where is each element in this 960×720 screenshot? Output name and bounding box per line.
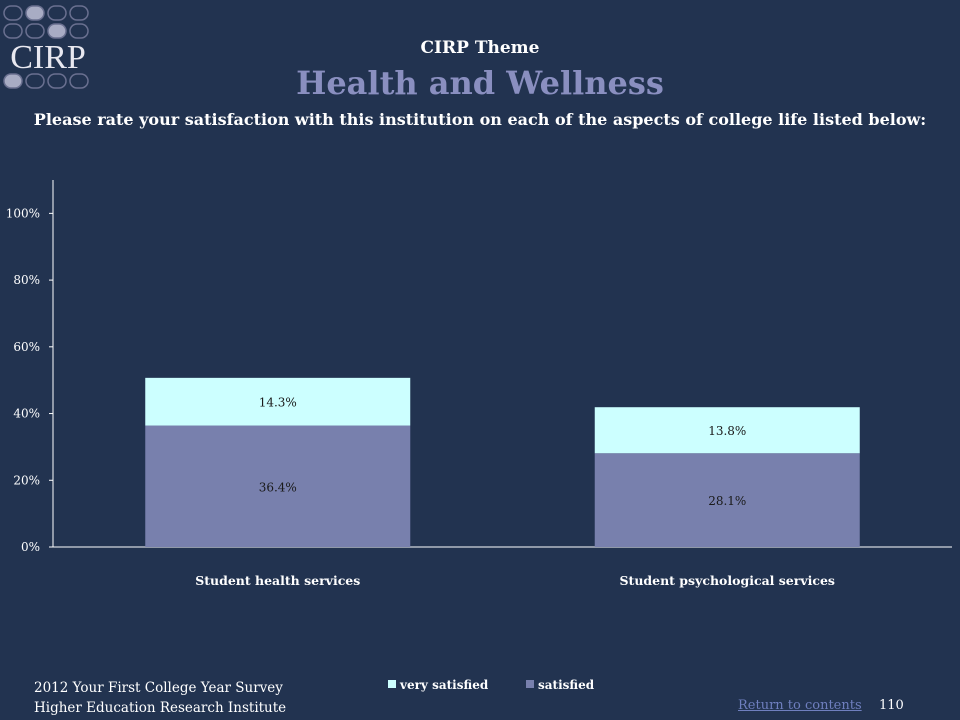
legend-label-satisfied: satisfied — [538, 678, 595, 692]
page-number: 110 — [879, 698, 904, 713]
legend-label-very-satisfied: very satisfied — [400, 678, 489, 692]
institute-name: Higher Education Research Institute — [34, 700, 287, 716]
y-tick-label: 40% — [13, 407, 40, 421]
survey-name: 2012 Your First College Year Survey — [34, 680, 283, 696]
survey-question: Please rate your satisfaction with this … — [33, 110, 927, 129]
data-label: 14.3% — [259, 396, 297, 410]
bar-very-satisfied — [145, 377, 411, 426]
theme-label: CIRP Theme — [420, 38, 540, 58]
bar-satisfied — [145, 425, 411, 547]
footer-source: 2012 Your First College Year Survey High… — [34, 678, 286, 718]
legend-swatch-satisfied — [526, 680, 534, 688]
legend-item-very-satisfied: very satisfied — [388, 678, 488, 692]
stacked-bar-chart: 0% 20% 40% 60% 80% 100% 36.4% 14.3% Student heal… — [6, 180, 952, 588]
theme-title: Health and Wellness — [296, 64, 664, 102]
data-label: 13.8% — [708, 424, 746, 438]
y-tick-label: 100% — [6, 206, 40, 220]
y-tick-label: 0% — [21, 540, 40, 554]
x-category-label: Student psychological services — [620, 573, 835, 588]
legend-swatch-very-satisfied — [388, 680, 396, 688]
x-category-label: Student health services — [195, 573, 360, 588]
y-tick-label: 20% — [13, 473, 40, 487]
cirp-logo: CIRP — [3, 5, 89, 89]
data-label: 36.4% — [259, 480, 297, 494]
y-tick-label: 60% — [13, 340, 40, 354]
return-to-contents-link[interactable]: Return to contents — [738, 698, 862, 713]
legend-item-satisfied: satisfied — [526, 678, 594, 692]
y-tick-label: 80% — [13, 273, 40, 287]
bar-satisfied — [594, 453, 860, 547]
data-label: 28.1% — [708, 494, 746, 508]
logo-text: CIRP — [10, 39, 86, 76]
bar-very-satisfied — [594, 407, 860, 454]
